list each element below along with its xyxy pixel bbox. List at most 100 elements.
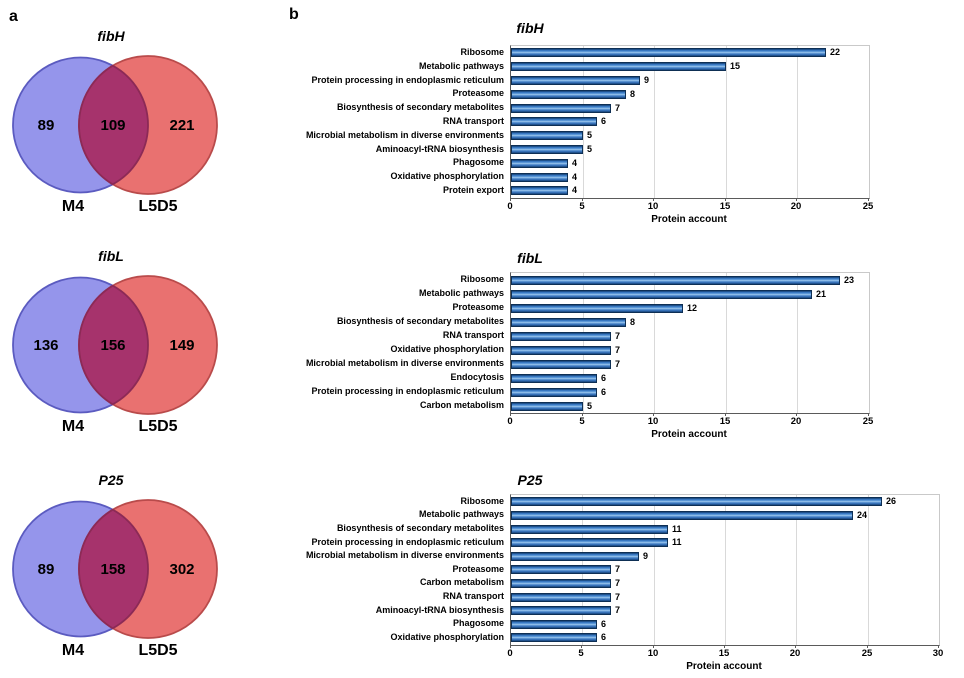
plot-area: 22 15 9 8 7 6 5 5 4 4 4 xyxy=(510,45,870,199)
bar-value-label: 6 xyxy=(601,632,607,643)
bar-value-label: 7 xyxy=(615,344,621,355)
bar-value-label: 24 xyxy=(857,509,868,520)
venn-overlap-region xyxy=(78,284,149,406)
bar xyxy=(511,619,597,629)
bar xyxy=(511,62,726,72)
venn-right-set-label: L5D5 xyxy=(138,418,178,435)
bar xyxy=(511,524,668,534)
gridline xyxy=(796,495,797,645)
venn-svg: 89 109 221 xyxy=(12,55,218,195)
category-label: Oxidative phosphorylation xyxy=(390,171,504,182)
category-label: Aminoacyl-tRNA biosynthesis xyxy=(375,143,504,154)
venn-left-value: 89 xyxy=(38,117,55,134)
x-axis-tick-label: 0 xyxy=(507,648,513,659)
venn-right-set-label: L5D5 xyxy=(138,198,178,215)
x-axis-tick-label: 20 xyxy=(790,416,802,427)
bar-chart: fibL Ribosome Metabolic pathways Proteasome… xyxy=(290,246,964,446)
category-label: RNA transport xyxy=(442,330,504,340)
bar xyxy=(511,289,812,299)
category-label: Proteasome xyxy=(452,302,504,312)
x-axis-tick-mark xyxy=(653,198,654,201)
x-axis-tick-mark xyxy=(653,645,654,648)
bar-value-label: 4 xyxy=(572,171,578,182)
venn-right-value: 149 xyxy=(169,337,194,354)
x-axis-tick-mark xyxy=(510,413,511,416)
bar xyxy=(511,186,568,196)
bar-value-label: 4 xyxy=(572,185,578,196)
x-axis-tick-label: 0 xyxy=(507,201,513,212)
bar-value-label: 8 xyxy=(630,88,636,99)
bar xyxy=(511,497,882,507)
x-axis-tick-mark xyxy=(867,645,868,648)
x-axis-tick-mark xyxy=(938,645,939,648)
bar xyxy=(511,303,683,313)
bar xyxy=(511,578,611,588)
bar xyxy=(511,48,826,58)
bar-value-label: 7 xyxy=(615,591,621,602)
bar xyxy=(511,606,611,616)
venn-title: fibL xyxy=(98,248,124,264)
bar-value-label: 9 xyxy=(643,550,649,561)
bar xyxy=(511,565,611,575)
category-label: Microbial metabolism in diverse environm… xyxy=(305,129,504,140)
x-axis-label: Protein account xyxy=(651,429,727,440)
bar xyxy=(511,551,639,561)
x-axis-tick-label: 30 xyxy=(932,648,944,659)
bar-value-label: 6 xyxy=(601,116,607,127)
x-axis-label: Protein account xyxy=(686,661,762,672)
category-label: Biosynthesis of secondary metabolites xyxy=(336,102,504,113)
x-axis-tick-mark xyxy=(725,198,726,201)
bar xyxy=(511,359,611,369)
x-axis-tick-mark xyxy=(510,198,511,201)
venn-left-value: 136 xyxy=(33,337,58,354)
bar-value-label: 21 xyxy=(816,288,827,299)
bar xyxy=(511,373,597,383)
x-axis-tick-mark xyxy=(868,198,869,201)
x-axis-tick-label: 15 xyxy=(719,201,731,212)
bar xyxy=(511,275,840,285)
x-axis-tick-mark xyxy=(653,413,654,416)
panel-a-label: a xyxy=(9,8,18,25)
category-label: Microbial metabolism in diverse environm… xyxy=(305,358,504,368)
category-label: Ribosome xyxy=(460,495,504,506)
venn-figure: fibH 89 109 221 M4 L5D5 xyxy=(0,28,235,218)
bar-value-label: 5 xyxy=(587,144,593,154)
venn-left-set-label: M4 xyxy=(61,642,85,659)
bar-value-label: 11 xyxy=(672,523,682,534)
category-label: Protein processing in endoplasmic reticu… xyxy=(311,74,504,85)
bar xyxy=(511,633,597,643)
venn-left-set-label: M4 xyxy=(61,418,85,435)
category-label: Microbial metabolism in diverse environm… xyxy=(305,550,504,561)
x-axis-tick-mark xyxy=(724,645,725,648)
category-label: Aminoacyl-tRNA biosynthesis xyxy=(375,604,504,615)
category-label: Protein processing in endoplasmic reticu… xyxy=(311,536,504,547)
venn-right-value: 221 xyxy=(169,117,194,134)
bar-chart: fibH Ribosome Metabolic pathways Protein pr… xyxy=(290,16,964,231)
category-label: Biosynthesis of secondary metabolites xyxy=(336,523,504,533)
bar-value-label: 12 xyxy=(687,302,698,313)
venn-right-set-label: L5D5 xyxy=(138,642,178,659)
x-axis-tick-label: 20 xyxy=(790,201,802,212)
chart-title: fibH xyxy=(516,20,544,36)
panel-b-label: b xyxy=(289,6,299,23)
venn-right-value: 302 xyxy=(169,561,194,578)
bar xyxy=(511,331,611,341)
venn-figure: P25 89 158 302 M4 L5D5 xyxy=(0,472,235,662)
x-axis-tick-mark xyxy=(796,413,797,416)
category-label: Metabolic pathways xyxy=(418,509,504,520)
x-axis-tick-label: 5 xyxy=(579,416,585,427)
bar xyxy=(511,103,611,113)
x-axis-tick-mark xyxy=(510,645,511,648)
category-label: RNA transport xyxy=(442,591,504,601)
bar-value-label: 26 xyxy=(886,496,897,507)
gridline xyxy=(654,495,655,645)
gridline xyxy=(797,273,798,413)
category-label: Oxidative phosphorylation xyxy=(390,631,504,642)
gridline xyxy=(654,46,655,198)
bar-value-label: 5 xyxy=(587,400,593,411)
x-axis-tick-label: 10 xyxy=(647,648,659,659)
bar-value-label: 8 xyxy=(630,316,636,327)
x-axis-tick-mark xyxy=(796,198,797,201)
category-label: Proteasome xyxy=(452,88,504,99)
